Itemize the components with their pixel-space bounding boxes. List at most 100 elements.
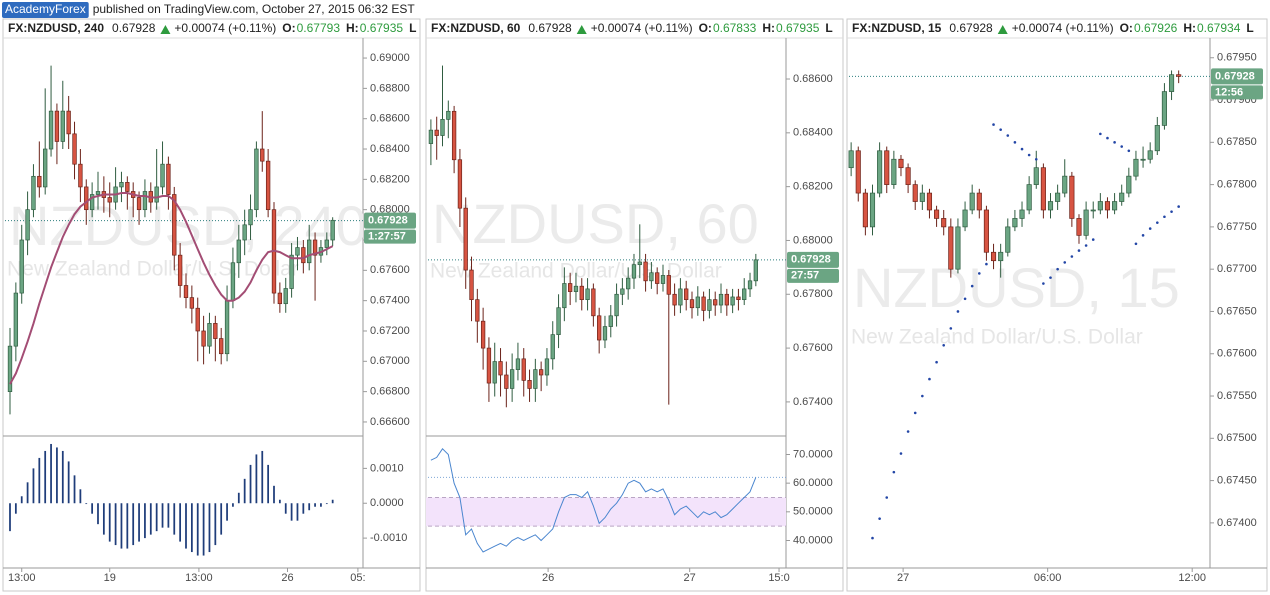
candle-body [631,264,637,279]
legend-open: 0.67926 [1134,21,1178,35]
candle-body [862,192,868,228]
histogram-bar [302,503,305,514]
legend-change: +0.00074 (+0.11%) [591,21,693,35]
candle-body [983,209,989,253]
candle-body [475,299,480,322]
sar-dot [1170,210,1173,213]
candle-body [637,261,642,266]
candle-body [457,159,463,209]
x-tick-label: 12:00 [1178,572,1206,584]
candle-body [1062,175,1068,194]
sar-dot [1099,132,1102,136]
y-tick-label: -0.0010 [370,532,407,544]
sar-dot [1091,238,1095,241]
legend-symbol: FX:NZDUSD, 15 [852,21,942,35]
candle-body [119,182,124,188]
histogram-bar [243,478,246,504]
candle-body [307,239,312,264]
sar-dot [970,284,974,288]
candle-body [1069,175,1075,219]
y-tick-label: 0.67500 [1217,432,1257,444]
candle-body [597,315,602,341]
y-tick-label: 0.68400 [370,143,410,155]
candle-body [463,207,468,271]
candle-body [1147,150,1153,160]
candle-body [265,160,271,211]
y-tick-label: 0.67600 [370,264,410,276]
sar-dot [1106,136,1109,140]
sar-dot [956,310,960,313]
legend-high-label: H: [346,21,359,35]
candle-body [678,288,683,306]
y-tick-label: 0.67650 [1217,305,1257,317]
sar-dot [1070,255,1074,258]
y-tick-label: 0.66600 [370,416,410,428]
candle-body [486,347,492,384]
candle-body [689,299,695,309]
histogram-bar [185,503,187,549]
candle-body [66,110,71,135]
candle-body [160,163,165,188]
candle-body [60,110,65,142]
sar-dot [935,360,938,364]
candle-body [183,285,189,298]
candle-body [219,338,224,355]
y-tick-label: 0.0010 [370,462,404,474]
histogram-bar [161,503,164,528]
legend-open: 0.67793 [297,21,341,35]
watermark-subtitle: New Zealand Dollar/U.S. Dollar [7,258,299,281]
candle-body [568,283,573,292]
histogram-bar [273,485,275,504]
candle-body [48,110,54,150]
rsi-band [426,497,786,527]
legend-low-label: L [1246,21,1253,35]
sar-dot [1006,134,1010,137]
histogram-bar [249,464,252,504]
chart-panel: NZDUSD, 15 New Zealand Dollar/U.S. Dollar… [846,18,1268,592]
legend-open: 0.67833 [713,21,757,35]
legend-header: FX:NZDUSD, 240 0.67928 +0.00074 (+0.11%) O:… [8,21,416,35]
histogram-bar [232,503,234,507]
candle-body [976,192,982,211]
up-arrow [160,25,171,34]
candle-body [1097,201,1103,211]
candle-body [1040,167,1046,211]
histogram-bar [114,503,117,546]
candle-body [1126,175,1132,194]
candle-body [701,296,706,311]
sar-dot [963,297,967,301]
histogram-bar [120,503,123,549]
x-tick-label: 13:00 [185,572,213,584]
y-tick-label: 0.67800 [793,288,833,300]
histogram-bar [20,496,23,504]
last-price-label: 0.67928 [1215,70,1255,82]
watermark: NZDUSD, 60 [432,192,759,255]
candle-body [84,186,89,211]
y-tick-label: 0.67200 [370,325,410,337]
sar-dot [1056,267,1059,271]
candle-body [990,251,997,262]
y-tick-label: 40.0000 [793,534,833,546]
histogram-bar [314,503,316,507]
y-tick-label: 0.68400 [793,127,833,139]
brand-link[interactable]: AcademyForex [5,2,86,16]
candle-body [78,163,83,188]
candle-body [25,209,30,241]
histogram-bar [44,450,47,504]
y-tick-label: 0.67400 [370,295,410,307]
histogram-bar [284,503,287,514]
candle-body [289,254,294,289]
histogram-bar [61,450,64,504]
candle-body [718,293,724,306]
y-tick-label: 0.67400 [1217,517,1257,529]
histogram-bar [108,503,111,542]
histogram-bar [149,503,152,535]
histogram-bar [190,503,193,553]
x-tick-label: 19 [104,572,116,584]
legend-open-label: O: [282,21,295,35]
legend-header: FX:NZDUSD, 60 0.67928 +0.00074 (+0.11%) O: 0… [431,21,833,35]
histogram-bar [79,489,82,504]
histogram-bar [56,447,58,504]
up-arrow [997,25,1008,34]
